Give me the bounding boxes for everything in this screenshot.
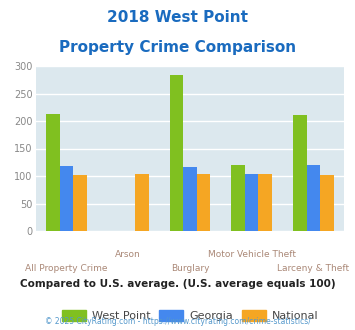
- Bar: [135, 174, 148, 231]
- Bar: [293, 115, 307, 231]
- Text: Larceny & Theft: Larceny & Theft: [277, 264, 350, 273]
- Bar: [73, 175, 87, 231]
- Text: Burglary: Burglary: [171, 264, 209, 273]
- Text: Compared to U.S. average. (U.S. average equals 100): Compared to U.S. average. (U.S. average …: [20, 279, 335, 289]
- Bar: [258, 174, 272, 231]
- Text: Property Crime Comparison: Property Crime Comparison: [59, 40, 296, 54]
- Text: © 2025 CityRating.com - https://www.cityrating.com/crime-statistics/: © 2025 CityRating.com - https://www.city…: [45, 317, 310, 326]
- Bar: [60, 166, 73, 231]
- Bar: [231, 165, 245, 231]
- Text: 2018 West Point: 2018 West Point: [107, 10, 248, 25]
- Text: All Property Crime: All Property Crime: [25, 264, 108, 273]
- Legend: West Point, Georgia, National: West Point, Georgia, National: [57, 306, 323, 326]
- Bar: [307, 165, 320, 231]
- Bar: [197, 174, 210, 231]
- Bar: [245, 174, 258, 231]
- Bar: [320, 175, 334, 231]
- Text: Arson: Arson: [115, 250, 141, 259]
- Bar: [170, 75, 183, 231]
- Text: Motor Vehicle Theft: Motor Vehicle Theft: [208, 250, 296, 259]
- Bar: [183, 167, 197, 231]
- Bar: [46, 115, 60, 231]
